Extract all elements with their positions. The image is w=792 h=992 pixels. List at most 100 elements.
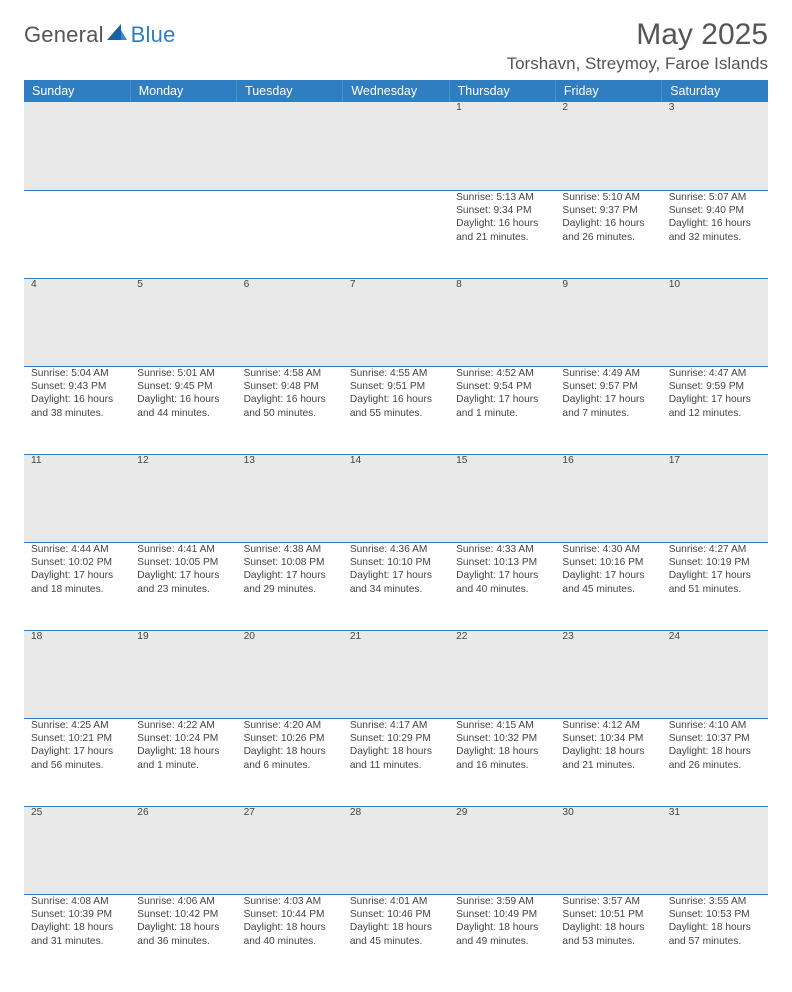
sunrise-text: Sunrise: 4:58 AM [244, 367, 336, 380]
day-cell: Sunrise: 4:38 AMSunset: 10:08 PMDaylight… [237, 542, 343, 630]
day-cell: Sunrise: 4:06 AMSunset: 10:42 PMDaylight… [130, 894, 236, 982]
day-cell: Sunrise: 4:03 AMSunset: 10:44 PMDaylight… [237, 894, 343, 982]
sunset-text: Sunset: 10:21 PM [31, 732, 123, 745]
month-title: May 2025 [507, 18, 768, 52]
sunset-text: Sunset: 10:49 PM [456, 908, 548, 921]
sunset-text: Sunset: 10:24 PM [137, 732, 229, 745]
daylight-text: and 16 minutes. [456, 759, 548, 772]
daylight-text: Daylight: 16 hours [456, 217, 548, 230]
day-content: Sunrise: 4:15 AMSunset: 10:32 PMDaylight… [456, 719, 548, 773]
sunrise-text: Sunrise: 5:10 AM [562, 191, 654, 204]
day-cell: Sunrise: 4:10 AMSunset: 10:37 PMDaylight… [662, 718, 768, 806]
day-content: Sunrise: 4:36 AMSunset: 10:10 PMDaylight… [350, 543, 442, 597]
daylight-text: and 44 minutes. [137, 407, 229, 420]
sunset-text: Sunset: 9:37 PM [562, 204, 654, 217]
location-label: Torshavn, Streymoy, Faroe Islands [507, 54, 768, 74]
sunrise-text: Sunrise: 4:17 AM [350, 719, 442, 732]
day-cell [24, 190, 130, 278]
daylight-text: Daylight: 17 hours [669, 393, 761, 406]
day-number-cell: 10 [662, 278, 768, 366]
day-content: Sunrise: 4:20 AMSunset: 10:26 PMDaylight… [244, 719, 336, 773]
daylight-text: and 26 minutes. [562, 231, 654, 244]
daylight-text: Daylight: 18 hours [456, 921, 548, 934]
daylight-text: and 26 minutes. [669, 759, 761, 772]
daylight-text: and 6 minutes. [244, 759, 336, 772]
sunrise-text: Sunrise: 3:55 AM [669, 895, 761, 908]
sunrise-text: Sunrise: 5:04 AM [31, 367, 123, 380]
sunset-text: Sunset: 10:13 PM [456, 556, 548, 569]
day-number-cell [24, 102, 130, 190]
day-number-cell: 20 [237, 630, 343, 718]
day-number-cell: 8 [449, 278, 555, 366]
sunrise-text: Sunrise: 4:52 AM [456, 367, 548, 380]
sunset-text: Sunset: 10:39 PM [31, 908, 123, 921]
daylight-text: and 34 minutes. [350, 583, 442, 596]
day-number-cell: 23 [555, 630, 661, 718]
sunset-text: Sunset: 10:19 PM [669, 556, 761, 569]
day-cell: Sunrise: 4:12 AMSunset: 10:34 PMDaylight… [555, 718, 661, 806]
day-number-cell: 30 [555, 806, 661, 894]
weekday-header: Monday [130, 80, 236, 102]
day-cell: Sunrise: 4:49 AMSunset: 9:57 PMDaylight:… [555, 366, 661, 454]
sunset-text: Sunset: 10:05 PM [137, 556, 229, 569]
day-content: Sunrise: 4:47 AMSunset: 9:59 PMDaylight:… [669, 367, 761, 421]
daylight-text: Daylight: 18 hours [562, 921, 654, 934]
day-cell: Sunrise: 5:13 AMSunset: 9:34 PMDaylight:… [449, 190, 555, 278]
day-cell: Sunrise: 4:17 AMSunset: 10:29 PMDaylight… [343, 718, 449, 806]
sunset-text: Sunset: 10:10 PM [350, 556, 442, 569]
day-content: Sunrise: 4:30 AMSunset: 10:16 PMDaylight… [562, 543, 654, 597]
daylight-text: and 7 minutes. [562, 407, 654, 420]
daylight-text: Daylight: 18 hours [562, 745, 654, 758]
day-content: Sunrise: 4:52 AMSunset: 9:54 PMDaylight:… [456, 367, 548, 421]
daylight-text: and 21 minutes. [456, 231, 548, 244]
daylight-text: Daylight: 18 hours [456, 745, 548, 758]
sunset-text: Sunset: 10:51 PM [562, 908, 654, 921]
sunset-text: Sunset: 9:40 PM [669, 204, 761, 217]
calendar-page: General Blue May 2025 Torshavn, Streymoy… [0, 0, 792, 992]
brand-logo: General Blue [24, 18, 176, 48]
daylight-text: and 53 minutes. [562, 935, 654, 948]
day-content: Sunrise: 5:10 AMSunset: 9:37 PMDaylight:… [562, 191, 654, 245]
day-content: Sunrise: 4:17 AMSunset: 10:29 PMDaylight… [350, 719, 442, 773]
day-content: Sunrise: 4:25 AMSunset: 10:21 PMDaylight… [31, 719, 123, 773]
day-content: Sunrise: 4:27 AMSunset: 10:19 PMDaylight… [669, 543, 761, 597]
day-content: Sunrise: 4:10 AMSunset: 10:37 PMDaylight… [669, 719, 761, 773]
sunset-text: Sunset: 9:48 PM [244, 380, 336, 393]
sunset-text: Sunset: 9:54 PM [456, 380, 548, 393]
weekday-header: Tuesday [237, 80, 343, 102]
day-number-cell: 22 [449, 630, 555, 718]
day-cell: Sunrise: 4:08 AMSunset: 10:39 PMDaylight… [24, 894, 130, 982]
day-content: Sunrise: 5:07 AMSunset: 9:40 PMDaylight:… [669, 191, 761, 245]
day-cell: Sunrise: 4:47 AMSunset: 9:59 PMDaylight:… [662, 366, 768, 454]
day-content: Sunrise: 4:06 AMSunset: 10:42 PMDaylight… [137, 895, 229, 949]
day-number-cell: 6 [237, 278, 343, 366]
sail-icon [107, 24, 127, 47]
day-content-row: Sunrise: 4:25 AMSunset: 10:21 PMDaylight… [24, 718, 768, 806]
daynum-row: 45678910 [24, 278, 768, 366]
day-number-cell: 31 [662, 806, 768, 894]
daylight-text: Daylight: 17 hours [31, 745, 123, 758]
sunset-text: Sunset: 9:45 PM [137, 380, 229, 393]
day-cell: Sunrise: 4:22 AMSunset: 10:24 PMDaylight… [130, 718, 236, 806]
daylight-text: and 32 minutes. [669, 231, 761, 244]
day-content: Sunrise: 4:49 AMSunset: 9:57 PMDaylight:… [562, 367, 654, 421]
daylight-text: and 49 minutes. [456, 935, 548, 948]
day-number-cell: 1 [449, 102, 555, 190]
day-number-cell: 24 [662, 630, 768, 718]
day-number-cell: 9 [555, 278, 661, 366]
day-cell: Sunrise: 4:36 AMSunset: 10:10 PMDaylight… [343, 542, 449, 630]
daylight-text: Daylight: 16 hours [137, 393, 229, 406]
daylight-text: Daylight: 18 hours [350, 745, 442, 758]
sunrise-text: Sunrise: 4:36 AM [350, 543, 442, 556]
daylight-text: and 23 minutes. [137, 583, 229, 596]
day-number-cell: 25 [24, 806, 130, 894]
title-block: May 2025 Torshavn, Streymoy, Faroe Islan… [507, 18, 768, 74]
sunset-text: Sunset: 10:16 PM [562, 556, 654, 569]
sunrise-text: Sunrise: 4:03 AM [244, 895, 336, 908]
day-number-cell: 19 [130, 630, 236, 718]
day-cell: Sunrise: 4:27 AMSunset: 10:19 PMDaylight… [662, 542, 768, 630]
sunset-text: Sunset: 9:51 PM [350, 380, 442, 393]
daylight-text: Daylight: 18 hours [244, 921, 336, 934]
daylight-text: Daylight: 16 hours [31, 393, 123, 406]
sunrise-text: Sunrise: 4:30 AM [562, 543, 654, 556]
